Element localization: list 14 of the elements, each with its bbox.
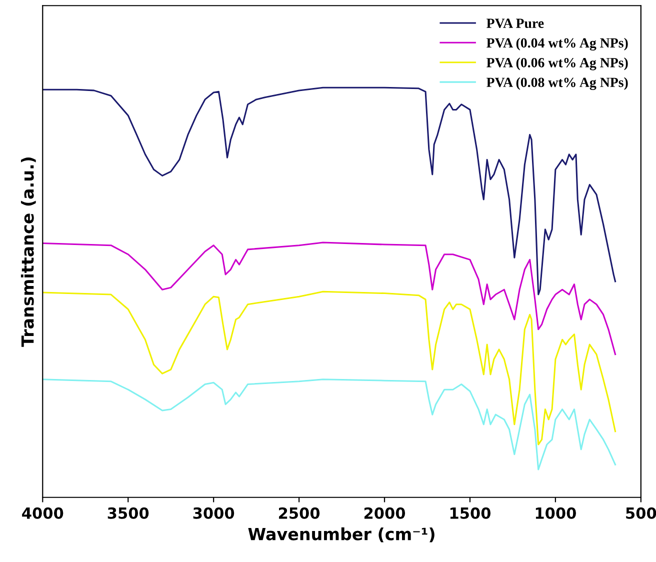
x-tick-label: 2000 [364,507,406,519]
x-axis-title: Wavenumber (cm⁻¹) [248,527,434,542]
x-tick-label: 2500 [278,507,320,519]
x-tick-label: 4000 [22,507,64,519]
legend-label: PVA (0.04 wt% Ag NPs) [486,38,628,51]
x-tick-label: 1500 [450,507,491,519]
x-tick-label: 1000 [536,507,576,519]
x-tick-label: 3500 [108,507,149,519]
legend-label: PVA Pure [486,18,544,28]
legend-label: PVA (0.06 wt% Ag NPs) [486,58,628,70]
x-tick-label: 500 [626,507,656,519]
legend-label: PVA (0.08 wt% Ag NPs) [486,77,628,90]
x-tick-label: 3000 [193,507,234,519]
y-axis-title: Transmittance (a.u.) [20,157,36,347]
